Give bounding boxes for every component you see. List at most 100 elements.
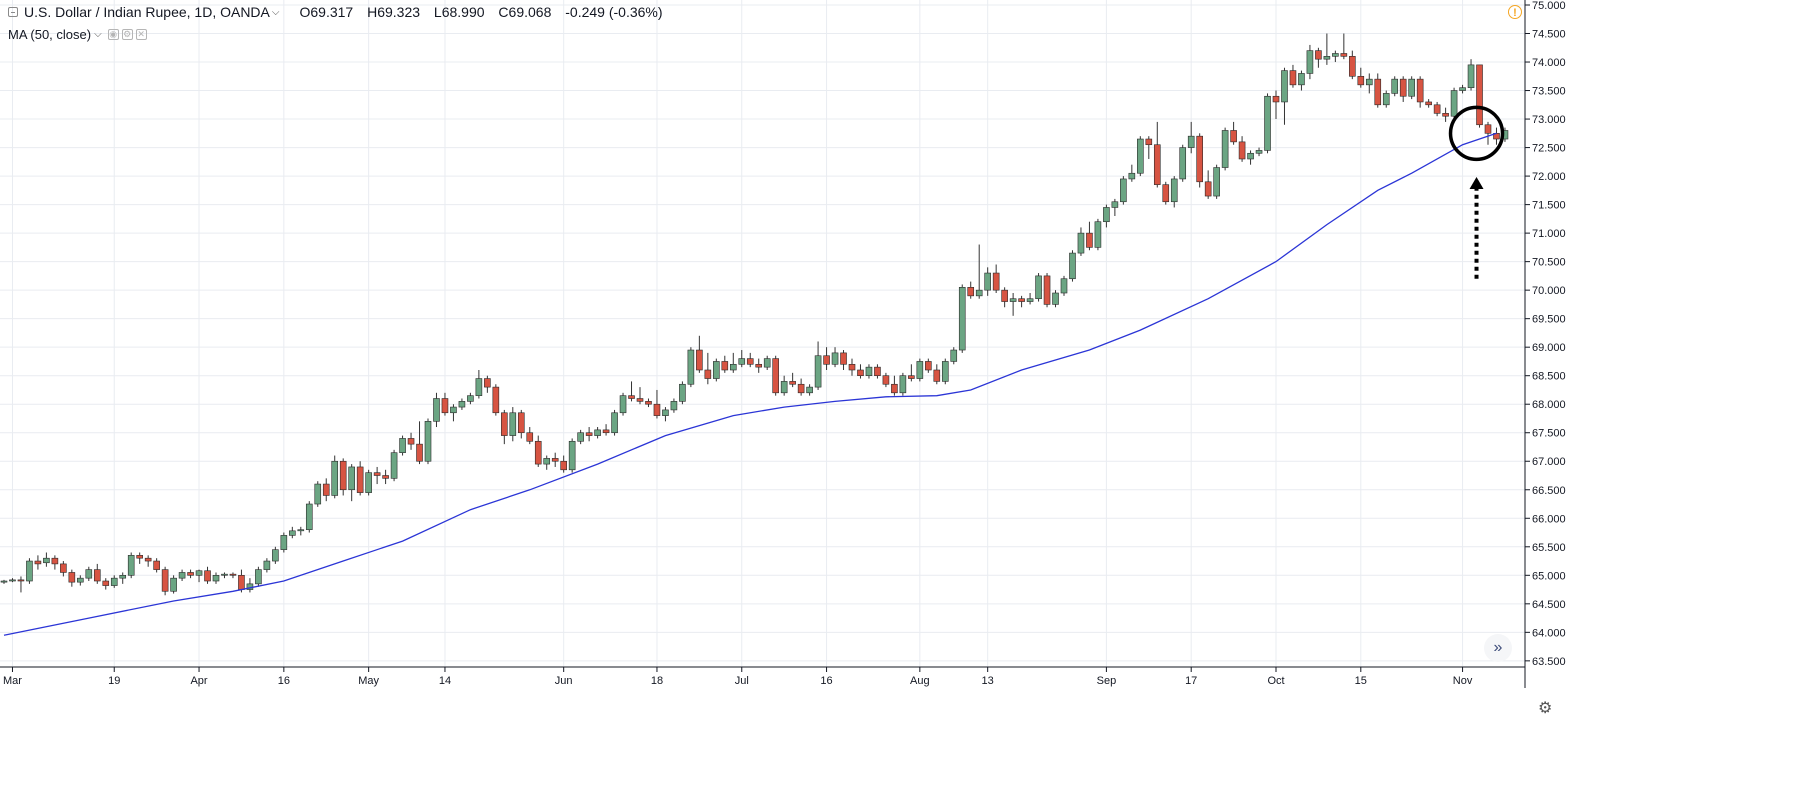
candle-up [458,401,466,408]
arrow-head [1469,176,1484,189]
high-value: H69.323 [367,4,421,20]
candle-up [1213,167,1220,197]
price-tick-label: 66.000 [1532,513,1566,525]
candle-up [509,412,517,436]
candle-up [831,352,839,365]
price-tick-label: 64.000 [1532,627,1566,639]
candle-up [958,287,966,351]
price-tick-label: 68.000 [1532,399,1566,411]
time-tick-label: Jun [555,675,573,687]
candle-down [229,573,237,576]
candle-up [1187,135,1195,148]
candle-up [975,289,983,297]
candle-down [1043,275,1051,305]
change-value: -0.249 (-0.36%) [565,4,663,20]
candle-up [941,361,949,382]
collapse-square-icon[interactable] [8,7,18,17]
chevron-down-icon[interactable]: ⌵ [271,6,280,18]
candle-down [874,366,881,376]
candle-up [450,406,457,414]
candle-up [263,560,271,570]
time-tick-label: 18 [651,675,663,687]
candle-up [1323,56,1331,60]
candle-down [68,572,76,583]
candle-up [399,438,406,453]
candle-up [1060,278,1068,294]
candle-up [1009,298,1017,302]
candle-down [1289,70,1297,86]
candle-up [127,555,135,576]
candle-down [204,570,211,582]
time-axis[interactable]: Mar 19 Apr 16 May 14 Jun 18 Jul 16 Aug 13 Sep 17 Oct 15… [3,667,1473,687]
candle-up [255,569,262,585]
price-tick-label: 73.000 [1532,114,1566,126]
candle-up [170,577,177,592]
close-icon[interactable]: ✕ [135,29,147,40]
candle-up [1332,53,1339,57]
candle-down [187,572,194,576]
candle-down [501,412,508,436]
candle-up [1221,130,1229,168]
candle-up [679,383,686,402]
candle-down [933,369,941,382]
time-tick-label: 19 [108,675,120,687]
symbol-title[interactable]: U.S. Dollar / Indian Rupee, 1D, OANDA [24,4,270,20]
candle-up [1026,298,1034,302]
candle-down [1001,289,1008,302]
eye-icon[interactable]: ◉ [107,29,119,40]
candle-up [77,577,84,583]
candle-down [840,352,847,365]
candle-down [653,403,661,416]
candle-down [1086,232,1093,248]
candle-up [865,366,873,376]
price-tick-label: 65.500 [1532,542,1566,554]
candle-down [1196,135,1203,183]
candle-down [1145,138,1153,146]
candle-up [577,432,584,442]
gear-icon[interactable]: ⚙ [1538,700,1553,717]
candle-up [1120,178,1127,203]
price-tick-label: 68.500 [1532,371,1566,383]
candle-down [1230,130,1237,143]
candle-up [1382,93,1390,106]
settings-icon[interactable]: ⚙ [121,29,133,40]
time-tick-label: 16 [820,675,832,687]
price-axis[interactable]: 75.000 74.500 74.000 73.500 73.000 72.500 72.0… [1525,0,1566,668]
double-chevron-right-icon[interactable]: » [1484,634,1512,662]
candle-down [1416,78,1424,103]
candle-down [891,383,898,394]
candle-up [1467,64,1475,88]
candle-down [1433,104,1441,114]
candle-up [110,577,118,586]
candle-down [645,401,652,405]
time-tick-label: 16 [278,675,290,687]
chart-grid [0,0,1525,667]
candle-down [1484,124,1492,134]
candle-down [51,557,59,565]
candle-down [755,363,763,368]
candle-up [1128,172,1136,180]
candle-up [365,472,372,493]
candle-up [119,575,127,579]
candle-down [34,560,42,565]
moving-average-line [3,132,1497,636]
candle-down [967,287,975,297]
candle-down [339,460,347,491]
price-tick-label: 66.500 [1532,485,1566,497]
price-tick-label: 75.000 [1532,0,1566,12]
candle-up [1179,147,1187,180]
candle-up [305,503,313,530]
candle-up [1170,178,1178,203]
candle-down [161,569,169,592]
chevron-down-icon[interactable]: ⌵ [94,29,102,40]
indicator-label[interactable]: MA (50, close) [8,27,92,42]
candle-down [1357,75,1365,86]
candle-down [925,361,932,371]
price-tick-label: 70.000 [1532,285,1566,297]
indicator-legend: MA (50, close) ⌵ ◉ ⚙ ✕ [8,27,150,42]
price-tick-label: 73.500 [1532,86,1566,98]
price-tick-label: 72.000 [1532,171,1566,183]
warning-icon[interactable]: ! [1508,5,1522,19]
candle-up [763,358,771,368]
